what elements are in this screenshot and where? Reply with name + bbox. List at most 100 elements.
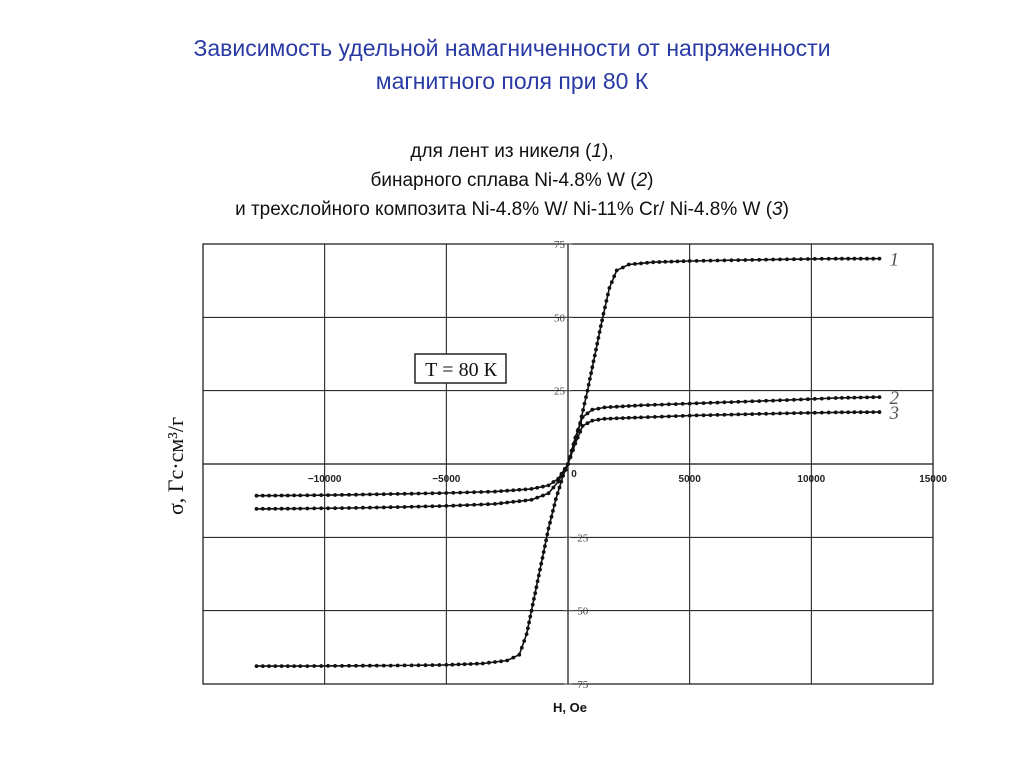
series-3-point xyxy=(578,429,583,434)
series-3-point xyxy=(368,492,372,497)
series-3-point xyxy=(451,490,456,495)
series-2-point xyxy=(430,504,435,509)
y-tick-label: −50 xyxy=(571,606,589,618)
series-1-point xyxy=(799,257,803,261)
series-3-point xyxy=(285,493,290,498)
series-1-point xyxy=(607,286,612,290)
series-1-point xyxy=(474,661,479,666)
chart-subtitle: для лент из никеля (1), бинарного сплава… xyxy=(0,137,1024,224)
series-3-point xyxy=(750,412,755,416)
series-2-point xyxy=(451,503,456,508)
series-2-point xyxy=(535,495,540,500)
series-3-point xyxy=(792,411,796,415)
series-1-point xyxy=(326,664,330,668)
series-3-point xyxy=(639,415,643,420)
series-2-point xyxy=(750,399,755,404)
series-3-point xyxy=(865,410,869,415)
series-2-point xyxy=(701,401,706,405)
series-1-point xyxy=(333,664,337,668)
series-1-point xyxy=(354,663,358,668)
series-1-point xyxy=(298,664,303,668)
x-tick-label: −5000 xyxy=(432,474,461,485)
series-1-point xyxy=(785,257,789,262)
series-3-point xyxy=(279,493,284,498)
series-1-point xyxy=(715,258,720,263)
series-2-point xyxy=(312,506,317,511)
series-1-point xyxy=(423,663,428,668)
series-3-point xyxy=(736,412,741,417)
series-2-point xyxy=(722,400,727,405)
series-3-point xyxy=(472,490,476,495)
series-3-point xyxy=(666,414,671,419)
series-2-point xyxy=(819,396,824,401)
series-3-point xyxy=(680,414,685,418)
series-2-point xyxy=(858,395,863,400)
series-1-point xyxy=(603,305,607,310)
y-tick-label: 75 xyxy=(554,239,566,251)
series-3-point xyxy=(416,491,421,496)
series-1-point xyxy=(557,485,562,490)
series-1-point xyxy=(279,664,284,668)
series-1-point xyxy=(591,359,596,364)
series-2-point xyxy=(551,485,556,490)
series-2-point xyxy=(778,398,782,403)
x-tick-label: 15000 xyxy=(919,474,947,485)
series-1-point xyxy=(468,662,473,666)
series-1-point xyxy=(594,347,598,352)
series-1-point xyxy=(487,660,491,665)
series-2-point xyxy=(395,505,400,509)
series-1-point xyxy=(596,336,601,340)
series-1-point xyxy=(736,258,741,262)
series-2-point xyxy=(523,498,528,503)
series-1-point xyxy=(538,567,542,572)
series-3-point xyxy=(614,416,619,421)
title-line-1: Зависимость удельной намагниченности от … xyxy=(193,35,831,61)
series-2-point xyxy=(273,506,278,511)
series-2-point xyxy=(267,506,271,511)
series-1-point xyxy=(285,664,290,668)
series-3-point xyxy=(333,493,337,497)
series-2-point xyxy=(646,403,650,407)
series-2-point xyxy=(444,504,449,508)
series-2-point xyxy=(279,506,284,511)
series-3-point xyxy=(486,489,490,494)
series-3-point xyxy=(559,471,564,476)
temperature-annotation-text: Т = 80 К xyxy=(425,359,497,381)
series-3-point xyxy=(273,493,278,498)
series-2-point xyxy=(653,402,657,407)
series-1-point xyxy=(541,550,546,554)
series-2-point xyxy=(479,502,483,507)
series-3-point xyxy=(673,414,678,418)
series-3-point xyxy=(292,493,296,498)
series-2-point xyxy=(633,403,637,408)
series-3-point xyxy=(444,491,449,495)
series-2-point xyxy=(736,399,741,404)
series-1-point xyxy=(361,663,365,668)
series-2-point xyxy=(333,506,337,511)
series-1-point xyxy=(598,324,603,328)
series-1-point xyxy=(581,408,585,412)
series-2-point xyxy=(388,505,393,510)
series-2-point xyxy=(708,400,713,405)
series-1-point xyxy=(368,663,372,668)
series-1-point xyxy=(409,663,414,668)
series-1-point xyxy=(430,663,435,667)
series-2-point xyxy=(402,505,407,509)
series-1-point xyxy=(877,256,882,261)
series-1-point xyxy=(519,645,524,650)
series-3-point xyxy=(596,417,601,422)
series-1-point xyxy=(708,258,713,263)
series-2-point xyxy=(254,507,259,511)
series-1-point xyxy=(600,318,604,323)
series-2-point xyxy=(585,411,590,416)
series-3-point xyxy=(326,493,330,497)
series-3-point xyxy=(517,487,522,492)
series-3-point xyxy=(694,413,699,418)
series-3-point xyxy=(541,484,545,489)
series-1-point xyxy=(395,663,400,668)
series-3-point xyxy=(833,410,838,415)
series-2-point xyxy=(812,397,817,401)
series-2-point xyxy=(757,399,762,403)
series-3-point xyxy=(556,476,561,481)
